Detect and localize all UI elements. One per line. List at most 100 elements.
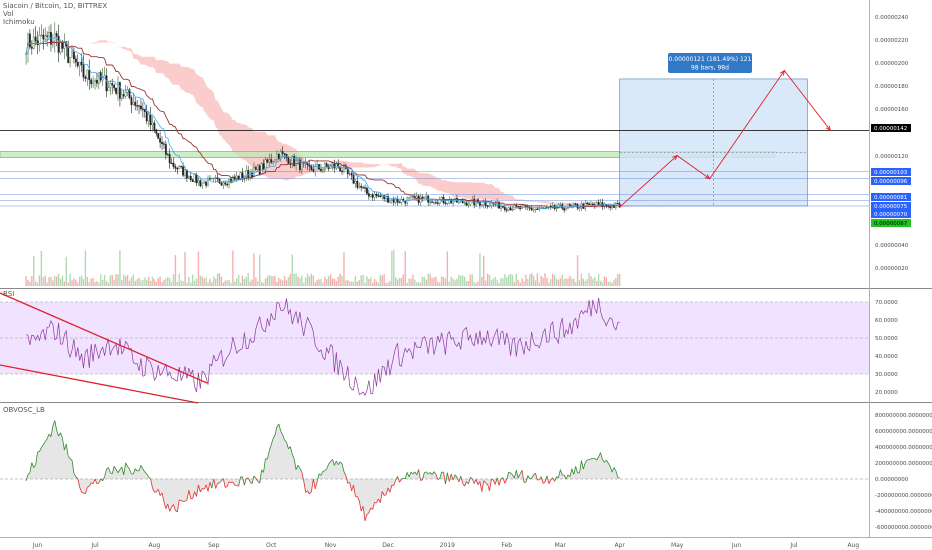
candle-body	[354, 181, 357, 184]
candle-body	[113, 84, 116, 89]
candle-body	[176, 168, 179, 170]
price-axis-label: 0.00000180	[875, 84, 909, 90]
obv-line-segment	[531, 474, 534, 479]
candle-body	[438, 199, 441, 204]
obv-line-segment	[150, 478, 153, 489]
volume-bar	[44, 275, 46, 286]
volume-bar	[488, 274, 491, 286]
obv-area-fill	[26, 420, 620, 521]
volume-bar	[170, 281, 173, 286]
candle-body	[128, 89, 131, 98]
obv-line-segment	[462, 483, 465, 487]
volume-bar	[184, 252, 186, 286]
volume-bar	[144, 277, 146, 286]
volume-bar	[36, 282, 39, 286]
obv-line-segment	[439, 472, 443, 479]
volume-bar	[100, 274, 102, 286]
candle-body	[193, 174, 196, 182]
candle-body	[120, 94, 123, 99]
candle-body	[436, 202, 439, 204]
obv-line-segment	[301, 471, 305, 481]
obv-axis-label: 200000000.00000000	[875, 461, 932, 467]
volume-bar	[38, 275, 41, 286]
obv-line-segment	[222, 478, 226, 488]
obv-line-segment	[341, 463, 345, 472]
volume-bar	[243, 278, 246, 286]
obv-pane[interactable]	[0, 403, 869, 537]
obv-line-segment	[475, 479, 479, 485]
obv-line-segment	[138, 465, 142, 471]
obv-line-segment	[376, 498, 379, 504]
volume-bar	[532, 275, 535, 286]
obv-line-segment	[288, 446, 291, 450]
volume-bar	[153, 279, 156, 286]
obv-line-segment	[309, 491, 312, 495]
candle-body	[256, 165, 259, 170]
volume-bar	[368, 278, 370, 286]
candle-body	[444, 202, 447, 204]
obv-line-segment	[173, 504, 176, 511]
obv-line-segment	[217, 482, 220, 484]
volume-bar	[567, 278, 569, 286]
volume-bar	[75, 279, 77, 286]
candle-body	[237, 175, 240, 180]
obv-line-segment	[111, 466, 115, 474]
rsi-trendline-upper[interactable]	[0, 292, 208, 384]
candle-body	[597, 202, 600, 205]
volume-bar	[287, 277, 290, 286]
obv-line-segment	[225, 486, 228, 488]
candle-body	[517, 206, 520, 208]
obv-line-segment	[39, 447, 42, 452]
obv-line-segment	[115, 469, 119, 473]
candle-body	[134, 101, 137, 106]
obv-line-segment	[353, 485, 356, 497]
volume-bar	[69, 273, 71, 286]
candle-body	[586, 202, 589, 205]
candle-body	[94, 80, 96, 83]
price-tag-label: 0.00000103	[874, 170, 908, 176]
candle-body	[410, 196, 412, 198]
volume-bar	[370, 277, 372, 286]
obv-axis-label: -400000000.00000000	[875, 509, 932, 515]
time-axis-label: Apr	[615, 542, 626, 549]
obv-line-segment	[186, 490, 190, 501]
obv-line-segment	[504, 479, 508, 484]
volume-bar	[94, 282, 96, 286]
volume-bar	[504, 273, 506, 286]
candle-body	[549, 206, 552, 208]
candle-body	[191, 179, 194, 182]
volume-bar	[366, 276, 368, 286]
price-tag-label: 0.00000075	[874, 204, 908, 210]
obv-line-segment	[117, 469, 121, 473]
volume-bar	[582, 278, 585, 286]
candle-body	[536, 208, 539, 210]
candle-body	[565, 208, 567, 211]
volume-bar	[280, 279, 282, 286]
projection-box[interactable]	[619, 78, 808, 207]
volume-bar	[329, 274, 332, 286]
candle-body	[74, 58, 77, 63]
volume-bar	[354, 275, 357, 286]
volume-bar	[483, 255, 485, 286]
time-axis-label: Mar	[555, 542, 567, 549]
obv-line-segment	[326, 463, 330, 469]
obv-line-segment	[443, 472, 446, 485]
candle-body	[145, 111, 148, 122]
obv-line-segment	[362, 506, 366, 521]
obv-line-segment	[393, 480, 397, 486]
candle-body	[143, 109, 146, 112]
obv-line-segment	[299, 468, 303, 473]
candle-body	[207, 178, 209, 186]
volume-bar	[239, 282, 242, 286]
candle-body	[507, 207, 510, 211]
candle-body	[168, 154, 171, 164]
candle-body	[362, 187, 365, 189]
candle-body	[105, 75, 108, 92]
obv-line-segment	[535, 473, 538, 481]
volume-bar	[57, 273, 60, 286]
volume-bar	[186, 282, 188, 286]
obv-line-segment	[33, 464, 36, 468]
obv-line-segment	[609, 466, 613, 473]
rsi-trendline-lower[interactable]	[0, 364, 199, 404]
volume-bar	[381, 275, 383, 286]
